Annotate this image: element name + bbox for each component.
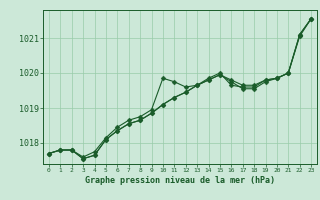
X-axis label: Graphe pression niveau de la mer (hPa): Graphe pression niveau de la mer (hPa) [85, 176, 275, 185]
